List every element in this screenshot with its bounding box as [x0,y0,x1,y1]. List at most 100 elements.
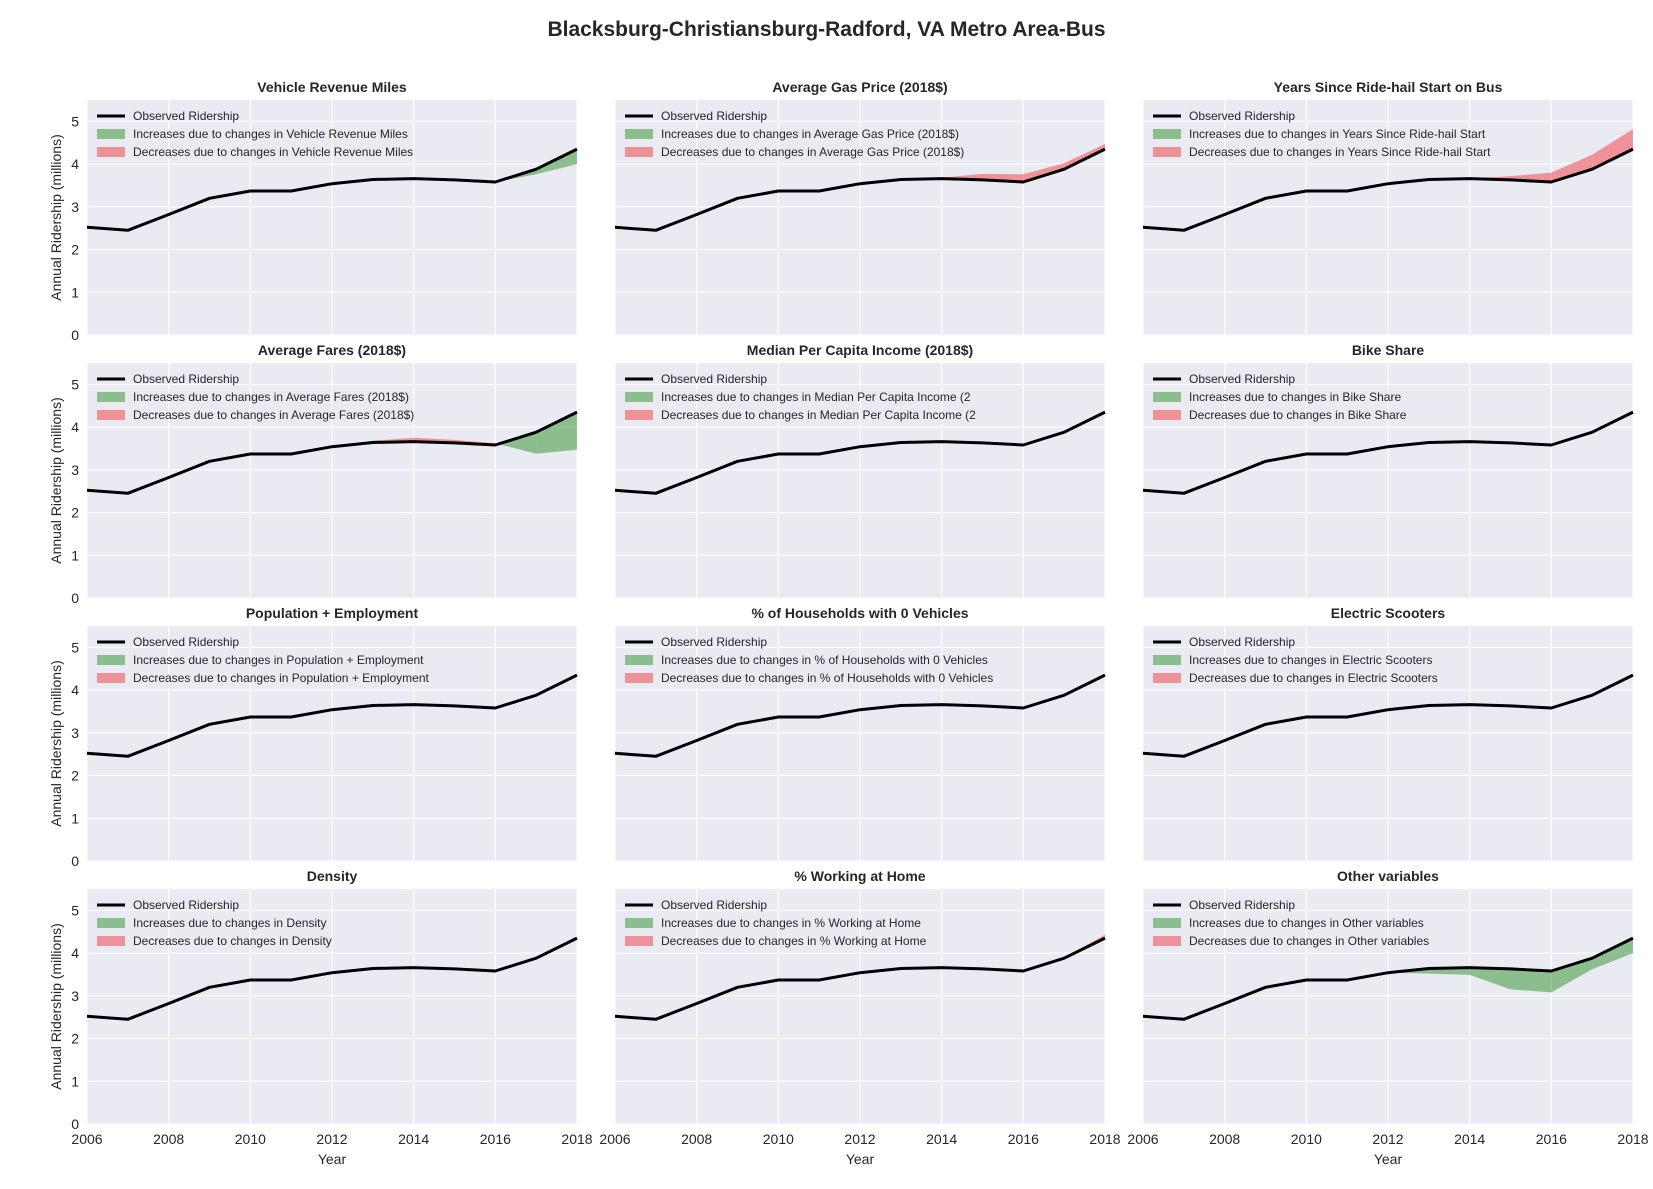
legend-swatch-decrease [1153,936,1181,946]
legend-swatch-decrease [625,147,653,157]
x-tick-label: 2014 [398,1131,429,1147]
subplot-9: Electric Scooters Observed Ridership Incre… [1142,605,1634,862]
observed-ridership-line [1142,936,1634,1021]
legend-label-decrease: Decreases due to changes in % of Househo… [661,671,993,685]
legend-swatch-increase [1153,129,1181,139]
legend-swatch-decrease [625,673,653,683]
legend-label-decrease: Decreases due to changes in Average Fare… [133,408,414,422]
x-tick-label: 2008 [681,1131,712,1147]
y-tick-label: 0 [71,327,79,343]
legend: Observed Ridership Increases due to chang… [625,109,964,159]
legend-label-observed: Observed Ridership [1189,898,1295,912]
x-tick-label: 2018 [1089,1131,1120,1147]
increase-area [1510,968,1552,993]
y-tick-label: 4 [71,419,79,435]
legend-swatch-increase [97,655,125,665]
y-tick-label: 0 [71,590,79,606]
x-tick-label: 2016 [1536,1131,1567,1147]
legend-label-increase: Increases due to changes in Average Gas … [661,127,959,141]
subplot-title: Average Fares (2018$) [258,342,406,358]
observed-ridership-line [614,673,1106,758]
subplot-7: Population + Employment 0 1 2 3 4 5 Annual Ride… [48,605,578,869]
subplot-title: Density [307,868,358,884]
y-tick-label: 2 [71,242,79,258]
y-axis-label: Annual Ridership (millions) [48,660,64,827]
x-tick-label: 2014 [1454,1131,1485,1147]
subplot-title: Electric Scooters [1331,605,1446,621]
legend-label-increase: Increases due to changes in Density [133,916,326,930]
legend-label-observed: Observed Ridership [133,372,239,386]
x-tick-label: 2008 [153,1131,184,1147]
legend-swatch-decrease [625,410,653,420]
legend-label-decrease: Decreases due to changes in Population +… [133,671,430,685]
x-tick-label: 2012 [844,1131,875,1147]
legend-swatch-increase [1153,918,1181,928]
y-tick-label: 5 [71,376,79,392]
observed-ridership-line [86,673,578,758]
y-tick-label: 4 [71,682,79,698]
subplot-4: Average Fares (2018$) 0 1 2 3 4 5 Annual Riders… [48,342,578,606]
legend: Observed Ridership Increases due to chang… [97,372,414,422]
y-tick-label: 0 [71,1116,79,1132]
subplot-12: Other variables 2006 2008 2010 2012 2014 2016 2… [1127,868,1648,1167]
x-axis-label: Year [1374,1151,1403,1167]
y-tick-label: 2 [71,505,79,521]
x-tick-label: 2014 [926,1131,957,1147]
legend-label-decrease: Decreases due to changes in Years Since … [1189,145,1491,159]
legend-label-decrease: Decreases due to changes in Other variab… [1189,934,1429,948]
x-tick-label: 2012 [1372,1131,1403,1147]
observed-ridership-line [1142,147,1634,232]
legend-label-decrease: Decreases due to changes in Bike Share [1189,408,1407,422]
x-tick-label: 2010 [763,1131,794,1147]
x-tick-label: 2008 [1209,1131,1240,1147]
subplot-3: Years Since Ride-hail Start on Bus Observ… [1142,79,1634,336]
legend-label-decrease: Decreases due to changes in Vehicle Reve… [133,145,413,159]
y-tick-label: 4 [71,156,79,172]
legend-label-observed: Observed Ridership [133,635,239,649]
subplot-2: Average Gas Price (2018$) Observed Riders… [614,79,1106,336]
subplot-8: % of Households with 0 Vehicles Observed … [614,605,1106,862]
legend-label-observed: Observed Ridership [133,109,239,123]
legend-label-observed: Observed Ridership [1189,635,1295,649]
y-tick-label: 5 [71,902,79,918]
subplot-10: Density 0 1 2 3 4 5 Annual Ridership (millions)… [48,868,593,1167]
legend-label-decrease: Decreases due to changes in Density [133,934,332,948]
y-axis-label: Annual Ridership (millions) [48,134,64,301]
y-tick-label: 3 [71,462,79,478]
legend-swatch-decrease [97,673,125,683]
increase-area [1592,938,1633,970]
subplot-title: Years Since Ride-hail Start on Bus [1274,79,1503,95]
legend-label-observed: Observed Ridership [1189,372,1295,386]
subplot-title: Vehicle Revenue Miles [257,79,407,95]
legend-label-decrease: Decreases due to changes in Electric Sco… [1189,671,1438,685]
legend-label-increase: Increases due to changes in Bike Share [1189,390,1401,404]
subplot-title: % Working at Home [794,868,925,884]
legend-label-increase: Increases due to changes in Years Since … [1189,127,1486,141]
legend-label-observed: Observed Ridership [661,372,767,386]
y-tick-label: 1 [71,547,79,563]
y-tick-label: 2 [71,768,79,784]
x-tick-label: 2010 [235,1131,266,1147]
y-tick-label: 2 [71,1031,79,1047]
legend-swatch-increase [1153,655,1181,665]
x-tick-label: 2018 [1617,1131,1648,1147]
observed-ridership-line [1142,673,1634,758]
legend-label-increase: Increases due to changes in Vehicle Reve… [133,127,408,141]
x-tick-label: 2016 [1008,1131,1039,1147]
legend-swatch-increase [625,655,653,665]
legend-swatch-increase [1153,392,1181,402]
subplot-5: Median Per Capita Income (2018$) Observed… [614,342,1106,599]
y-tick-label: 3 [71,199,79,215]
legend-swatch-decrease [97,147,125,157]
y-tick-label: 1 [71,1073,79,1089]
legend: Observed Ridership Increases due to chang… [625,898,927,948]
observed-ridership-line [614,147,1106,232]
legend-swatch-increase [625,392,653,402]
legend-label-observed: Observed Ridership [661,109,767,123]
legend-label-decrease: Decreases due to changes in Average Gas … [661,145,964,159]
figure-title: Blacksburg-Christiansburg-Radford, VA Me… [547,18,1106,41]
legend-label-increase: Increases due to changes in Population +… [133,653,424,667]
legend-label-observed: Observed Ridership [661,635,767,649]
increase-area [1469,967,1511,990]
